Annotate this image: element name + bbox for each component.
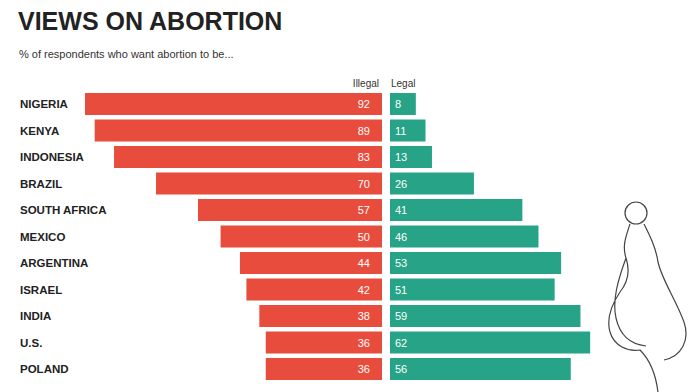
- category-label: SOUTH AFRICA: [20, 204, 106, 216]
- data-label: 36: [358, 363, 370, 375]
- data-label: 59: [395, 310, 407, 322]
- data-label: 38: [358, 310, 370, 322]
- bar: [240, 252, 382, 274]
- data-label: 57: [358, 204, 370, 216]
- data-label: 46: [395, 231, 407, 243]
- bar: [390, 173, 474, 195]
- data-label: 42: [358, 284, 370, 296]
- category-label: POLAND: [20, 363, 69, 375]
- series-header: Illegal: [353, 78, 379, 89]
- background: [0, 0, 696, 392]
- bar: [266, 332, 382, 354]
- data-label: 51: [395, 284, 407, 296]
- bar: [390, 226, 539, 248]
- bar: [390, 199, 522, 221]
- data-label: 26: [395, 178, 407, 190]
- silhouette-body: [609, 224, 686, 392]
- bar: [390, 93, 416, 115]
- bar: [198, 199, 382, 221]
- data-label: 11: [395, 125, 406, 137]
- silhouette: [609, 202, 686, 392]
- data-label: 50: [358, 231, 370, 243]
- bar: [390, 305, 580, 327]
- data-label: 92: [358, 98, 370, 110]
- data-label: 8: [395, 98, 401, 110]
- bar: [221, 226, 382, 248]
- category-label: BRAZIL: [20, 178, 62, 190]
- labels: NIGERIA KENYA INDONESIA BRAZIL SOUTH AFRICA M…: [20, 98, 407, 375]
- bar: [259, 305, 382, 327]
- category-label: ISRAEL: [20, 284, 62, 296]
- category-label: MEXICO: [20, 231, 65, 243]
- bar: [390, 332, 590, 354]
- subtitle: % of respondents who want abortion to be…: [19, 48, 234, 60]
- category-label: INDONESIA: [20, 151, 84, 163]
- bar: [390, 146, 432, 168]
- data-label: 83: [358, 151, 370, 163]
- data-label: 62: [395, 337, 407, 349]
- bar: [390, 120, 426, 142]
- data-label: 13: [395, 151, 407, 163]
- bar: [85, 93, 382, 115]
- title: VIEWS ON ABORTION: [18, 7, 282, 35]
- bar: [246, 279, 382, 301]
- category-label: KENYA: [20, 125, 59, 137]
- bar: [390, 358, 571, 380]
- bar: [266, 358, 382, 380]
- bar: [156, 173, 382, 195]
- bars: [85, 93, 590, 380]
- silhouette-head: [625, 202, 647, 224]
- category-label: U.S.: [20, 337, 42, 349]
- bar: [390, 279, 555, 301]
- bar: [114, 146, 382, 168]
- data-label: 53: [395, 257, 407, 269]
- data-label: 36: [358, 337, 370, 349]
- bar: [390, 252, 561, 274]
- category-label: NIGERIA: [20, 98, 68, 110]
- category-label: INDIA: [20, 310, 51, 322]
- series-header: Legal: [391, 78, 415, 89]
- data-label: 70: [358, 178, 370, 190]
- data-label: 89: [358, 125, 370, 137]
- data-label: 41: [395, 204, 407, 216]
- bar: [95, 120, 382, 142]
- category-label: ARGENTINA: [20, 257, 88, 269]
- chart: VIEWS ON ABORTION % of respondents who wa…: [0, 0, 696, 392]
- data-label: 56: [395, 363, 407, 375]
- data-label: 44: [358, 257, 370, 269]
